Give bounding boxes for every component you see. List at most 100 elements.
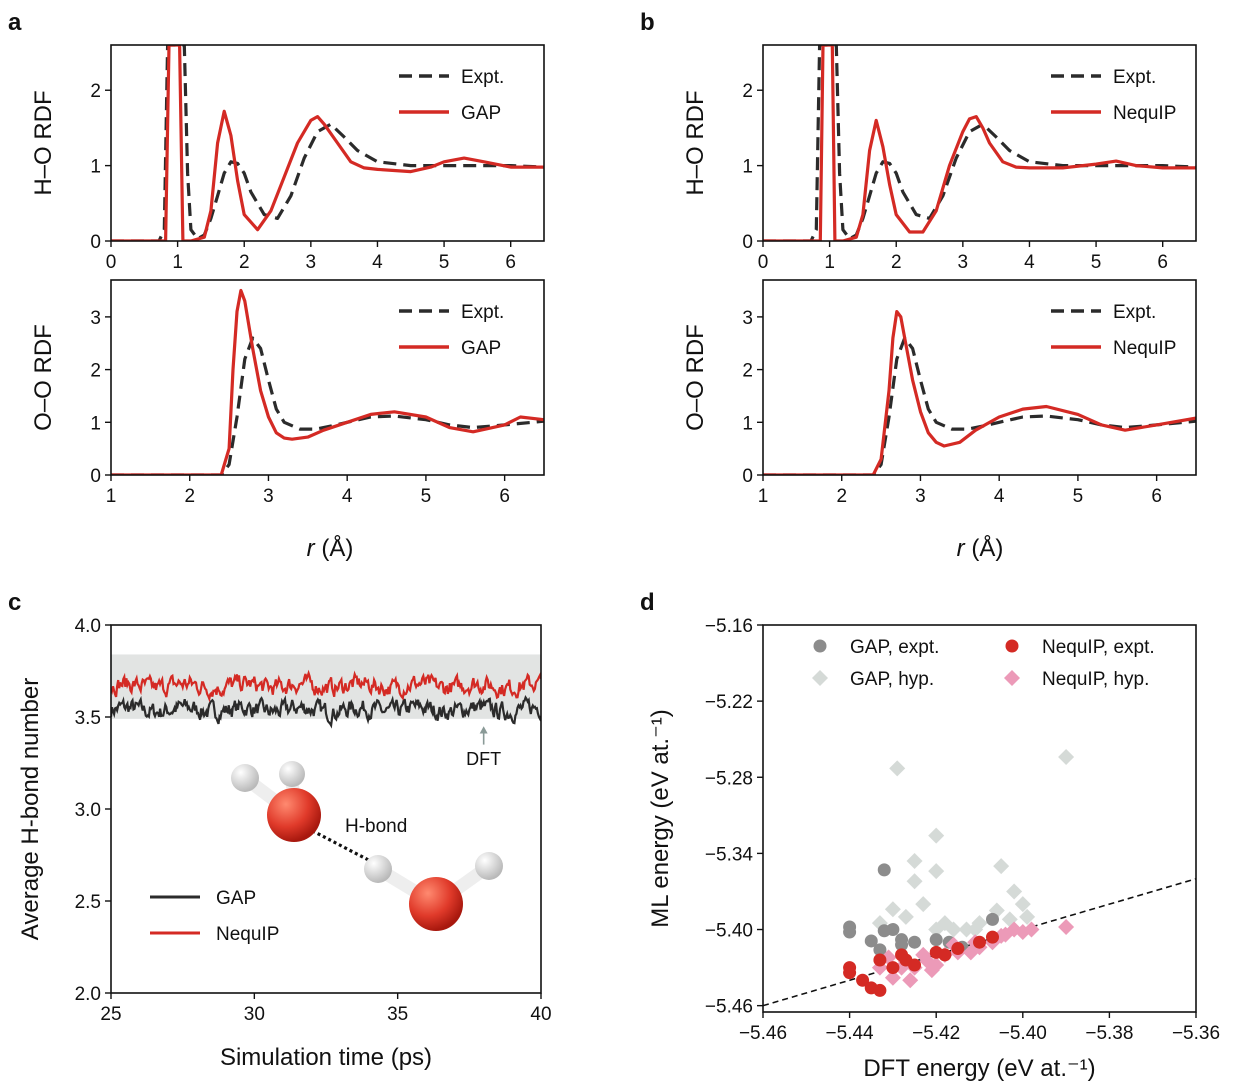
y-axis-label: H–O RDF bbox=[682, 90, 709, 195]
plot-area bbox=[111, 45, 544, 241]
scatter-point bbox=[951, 942, 965, 956]
dft-arrow-head bbox=[479, 726, 488, 734]
x-tick-label: −5.38 bbox=[1085, 1023, 1133, 1044]
y-tick-label: 0 bbox=[742, 232, 753, 253]
legend-label: Expt. bbox=[1113, 302, 1156, 323]
chart-c: DFT H-bond GAP NequIP 25 30 35 40 2.0 2.5 3.0 3.5 4.… bbox=[17, 616, 552, 1071]
series-line-nequip bbox=[763, 310, 1196, 475]
x-tick-label: −5.40 bbox=[999, 1023, 1047, 1044]
series-line-gap bbox=[111, 288, 544, 475]
legend-label: NequIP, hyp. bbox=[1042, 669, 1149, 690]
scatter-point bbox=[873, 953, 887, 967]
plot-frame bbox=[762, 279, 1197, 476]
scatter-point bbox=[1019, 908, 1036, 925]
y-tick-label: 2.5 bbox=[75, 892, 101, 913]
y-tick-label: 1 bbox=[742, 413, 753, 434]
x-tick-label: 3 bbox=[263, 486, 274, 507]
hydrogen-atom bbox=[364, 855, 392, 883]
scatter-point bbox=[908, 935, 922, 949]
x-tick-label: 5 bbox=[421, 486, 432, 507]
scatter-point bbox=[1058, 918, 1075, 935]
xlabel-r-right: r (Å) bbox=[957, 534, 1004, 562]
scatter-point bbox=[895, 948, 909, 962]
plot-frame bbox=[110, 624, 542, 994]
series-line-nequip bbox=[763, 45, 1196, 241]
scatter-point bbox=[928, 827, 945, 844]
x-axis-label: DFT energy (eV at.⁻¹) bbox=[863, 1055, 1095, 1082]
x-tick-label: 2 bbox=[239, 252, 250, 273]
series-line-gap bbox=[111, 45, 544, 241]
legend-label: Expt. bbox=[461, 302, 504, 323]
y-axis-label: Average H-bond number bbox=[17, 678, 44, 940]
chart-d: GAP, expt. NequIP, expt. GAP, hyp. NequIP, … bbox=[647, 616, 1220, 1082]
hydrogen-atom bbox=[279, 761, 305, 787]
scatter-point bbox=[973, 935, 986, 949]
y-axis-label: O–O RDF bbox=[682, 324, 709, 431]
x-tick-label: 35 bbox=[387, 1004, 408, 1025]
series-line-gap bbox=[111, 694, 541, 729]
y-tick-label: 0 bbox=[90, 232, 101, 253]
x-tick-label: 2 bbox=[836, 486, 847, 507]
scatter-point bbox=[889, 760, 906, 777]
scatter-point bbox=[1006, 883, 1023, 900]
water-dimer-illustration: H-bond bbox=[231, 761, 503, 931]
scatter-point bbox=[985, 930, 999, 944]
scatter-point bbox=[938, 948, 952, 962]
scatter-point bbox=[1058, 748, 1075, 765]
x-tick-label: 5 bbox=[439, 252, 450, 273]
hydrogen-atom bbox=[475, 852, 503, 880]
scatter-point bbox=[906, 853, 923, 870]
plot-frame bbox=[110, 44, 545, 242]
x-tick-label: 1 bbox=[106, 486, 117, 507]
legend-label: NequIP, expt. bbox=[1042, 637, 1155, 658]
legend-label: GAP bbox=[216, 888, 256, 909]
legend-label: NequIP bbox=[1113, 103, 1176, 124]
legend-label: Expt. bbox=[461, 67, 504, 88]
y-tick-label: −5.16 bbox=[705, 616, 753, 637]
hydrogen-atom bbox=[231, 764, 259, 792]
scatter-point bbox=[958, 921, 975, 938]
plot-frame bbox=[110, 279, 545, 476]
scatter-point bbox=[906, 873, 923, 890]
legend-label: GAP bbox=[461, 103, 501, 124]
scatter-point bbox=[873, 983, 887, 997]
legend: Expt. GAP bbox=[399, 302, 504, 359]
scatter-point bbox=[985, 912, 999, 926]
panel-letter-d: d bbox=[640, 589, 655, 616]
y-tick-label: 0 bbox=[742, 466, 753, 487]
series-line-nequip bbox=[111, 669, 541, 703]
x-tick-label: 2 bbox=[891, 252, 902, 273]
x-tick-label: 40 bbox=[530, 1004, 551, 1025]
legend-label: Expt. bbox=[1113, 67, 1156, 88]
y-tick-label: 2.0 bbox=[75, 984, 101, 1005]
series-line-expt bbox=[763, 336, 1196, 475]
legend: GAP NequIP bbox=[150, 888, 279, 945]
y-tick-label: −5.28 bbox=[705, 768, 753, 789]
panel-letter-b: b bbox=[640, 9, 655, 36]
plot-area bbox=[763, 45, 1196, 241]
legend-label: NequIP bbox=[216, 924, 279, 945]
y-tick-label: −5.46 bbox=[705, 997, 753, 1018]
oxygen-atom bbox=[267, 788, 321, 842]
scatter-point bbox=[997, 926, 1014, 943]
plot-area bbox=[111, 654, 541, 729]
scatter-point bbox=[864, 934, 878, 948]
scatter-point bbox=[967, 921, 984, 938]
scatter-point bbox=[873, 943, 887, 957]
xlabel-r-left: r (Å) bbox=[307, 534, 354, 562]
legend-marker bbox=[812, 670, 828, 686]
legend-marker bbox=[1005, 639, 1019, 653]
legend-marker bbox=[813, 639, 827, 653]
scatter-point bbox=[902, 972, 919, 989]
scatter-point bbox=[908, 958, 922, 972]
scatter-point bbox=[1023, 921, 1040, 938]
x-tick-label: 3 bbox=[958, 252, 969, 273]
scatter-point bbox=[886, 961, 900, 975]
plot-frame bbox=[762, 44, 1197, 242]
y-axis-label: H–O RDF bbox=[30, 90, 57, 195]
x-tick-label: 4 bbox=[372, 252, 383, 273]
x-tick-label: 2 bbox=[184, 486, 195, 507]
y-tick-label: 2 bbox=[742, 81, 753, 102]
